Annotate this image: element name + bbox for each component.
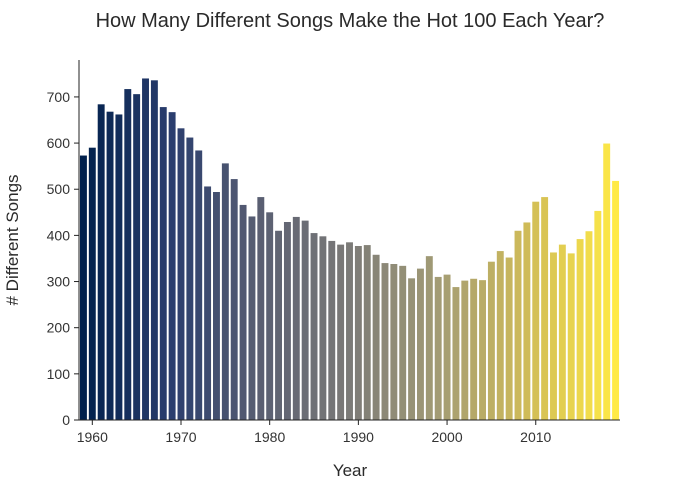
y-axis-title: # Different Songs [3, 174, 22, 305]
bar-1991 [363, 245, 371, 420]
bar-1970 [177, 128, 185, 420]
x-tick-label: 2000 [431, 429, 462, 445]
bar-1963 [115, 114, 123, 421]
bar-2005 [487, 261, 495, 420]
bar-2001 [452, 287, 460, 420]
bar-2000 [443, 274, 451, 420]
bar-2017 [594, 210, 602, 420]
bar-1979 [257, 197, 265, 420]
bar-2016 [585, 231, 593, 420]
bar-2011 [541, 197, 549, 420]
bar-1964 [124, 89, 132, 420]
bar-2012 [550, 252, 557, 420]
bar-2014 [567, 253, 575, 420]
y-tick-label: 600 [47, 135, 71, 151]
bar-1986 [319, 236, 327, 420]
bar-1974 [213, 192, 220, 420]
bar-1968 [159, 107, 167, 420]
x-tick-label: 1990 [343, 429, 374, 445]
bar-1975 [221, 163, 229, 420]
bar-1984 [301, 220, 309, 420]
bar-2003 [470, 278, 478, 420]
y-tick-label: 500 [47, 181, 71, 197]
x-tick-label: 1960 [77, 429, 108, 445]
bar-2006 [496, 251, 504, 420]
bar-1987 [328, 240, 336, 420]
bar-1997 [416, 268, 424, 420]
bar-1959 [79, 155, 87, 421]
bar-2015 [576, 239, 584, 420]
bar-1962 [106, 111, 114, 420]
x-tick-label: 1970 [165, 429, 196, 445]
bar-1992 [372, 254, 380, 420]
bars-layer [79, 78, 620, 421]
bar-2002 [461, 280, 469, 420]
bar-1995 [399, 265, 407, 420]
bar-1973 [204, 186, 212, 420]
y-tick-label: 400 [47, 227, 71, 243]
chart-title: How Many Different Songs Make the Hot 10… [95, 10, 605, 32]
y-tick-label: 100 [47, 366, 71, 382]
y-tick-label: 300 [47, 274, 71, 290]
bar-1978 [248, 216, 256, 420]
x-tick-label: 2010 [520, 429, 551, 445]
bar-1971 [186, 137, 194, 421]
bar-2010 [532, 201, 540, 420]
bar-1999 [434, 276, 442, 420]
bar-1994 [390, 264, 398, 420]
bar-2008 [514, 230, 522, 420]
bar-1983 [292, 216, 300, 420]
bar-1969 [168, 112, 176, 421]
bar-2019 [612, 180, 620, 420]
bar-1989 [346, 242, 353, 420]
bar-1977 [239, 204, 247, 420]
x-axis-ticks: 1960 1970 1980 1990 2000 2010 [77, 420, 552, 445]
bar-1972 [195, 150, 203, 420]
bar-1982 [283, 222, 291, 420]
x-axis-title: Year [333, 461, 368, 480]
bar-2018 [603, 143, 611, 421]
bar-2007 [505, 257, 513, 420]
bar-1998 [425, 256, 433, 420]
bar-1960 [88, 147, 96, 420]
bar-1967 [150, 80, 158, 420]
bar-1988 [337, 244, 345, 420]
x-tick-label: 1980 [254, 429, 285, 445]
bar-1996 [408, 278, 416, 420]
y-tick-label: 200 [47, 320, 71, 336]
bar-1961 [97, 104, 105, 420]
bar-1985 [310, 233, 318, 420]
y-axis-ticks: 0 100 200 300 400 500 600 700 [47, 89, 79, 428]
bar-1965 [133, 94, 141, 421]
y-tick-label: 700 [47, 89, 71, 105]
bar-1966 [142, 78, 149, 421]
bar-2004 [479, 280, 486, 420]
bar-1981 [275, 230, 283, 420]
bar-1976 [230, 179, 238, 420]
bar-1980 [266, 212, 274, 420]
bar-1990 [354, 246, 362, 420]
bar-2009 [523, 222, 531, 420]
y-tick-label: 0 [62, 412, 70, 428]
bar-2013 [558, 244, 566, 420]
bar-1993 [381, 263, 389, 420]
